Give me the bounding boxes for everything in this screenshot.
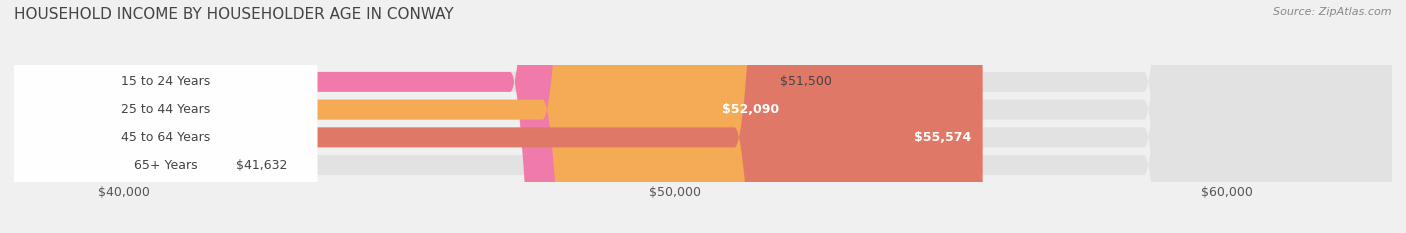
Text: 45 to 64 Years: 45 to 64 Years (121, 131, 211, 144)
Text: 25 to 44 Years: 25 to 44 Years (121, 103, 211, 116)
FancyBboxPatch shape (14, 0, 318, 233)
FancyBboxPatch shape (14, 0, 790, 233)
FancyBboxPatch shape (14, 0, 318, 233)
FancyBboxPatch shape (14, 0, 1392, 233)
FancyBboxPatch shape (14, 0, 1392, 233)
Text: Source: ZipAtlas.com: Source: ZipAtlas.com (1274, 7, 1392, 17)
Text: HOUSEHOLD INCOME BY HOUSEHOLDER AGE IN CONWAY: HOUSEHOLD INCOME BY HOUSEHOLDER AGE IN C… (14, 7, 454, 22)
FancyBboxPatch shape (14, 0, 318, 233)
FancyBboxPatch shape (14, 0, 1392, 233)
Text: $51,500: $51,500 (780, 75, 832, 88)
Text: $52,090: $52,090 (723, 103, 779, 116)
FancyBboxPatch shape (0, 0, 262, 233)
Text: 15 to 24 Years: 15 to 24 Years (121, 75, 211, 88)
Text: 65+ Years: 65+ Years (134, 159, 197, 171)
Text: $55,574: $55,574 (914, 131, 972, 144)
FancyBboxPatch shape (14, 0, 983, 233)
FancyBboxPatch shape (14, 0, 758, 233)
FancyBboxPatch shape (14, 0, 1392, 233)
Text: $41,632: $41,632 (236, 159, 288, 171)
FancyBboxPatch shape (14, 0, 318, 233)
